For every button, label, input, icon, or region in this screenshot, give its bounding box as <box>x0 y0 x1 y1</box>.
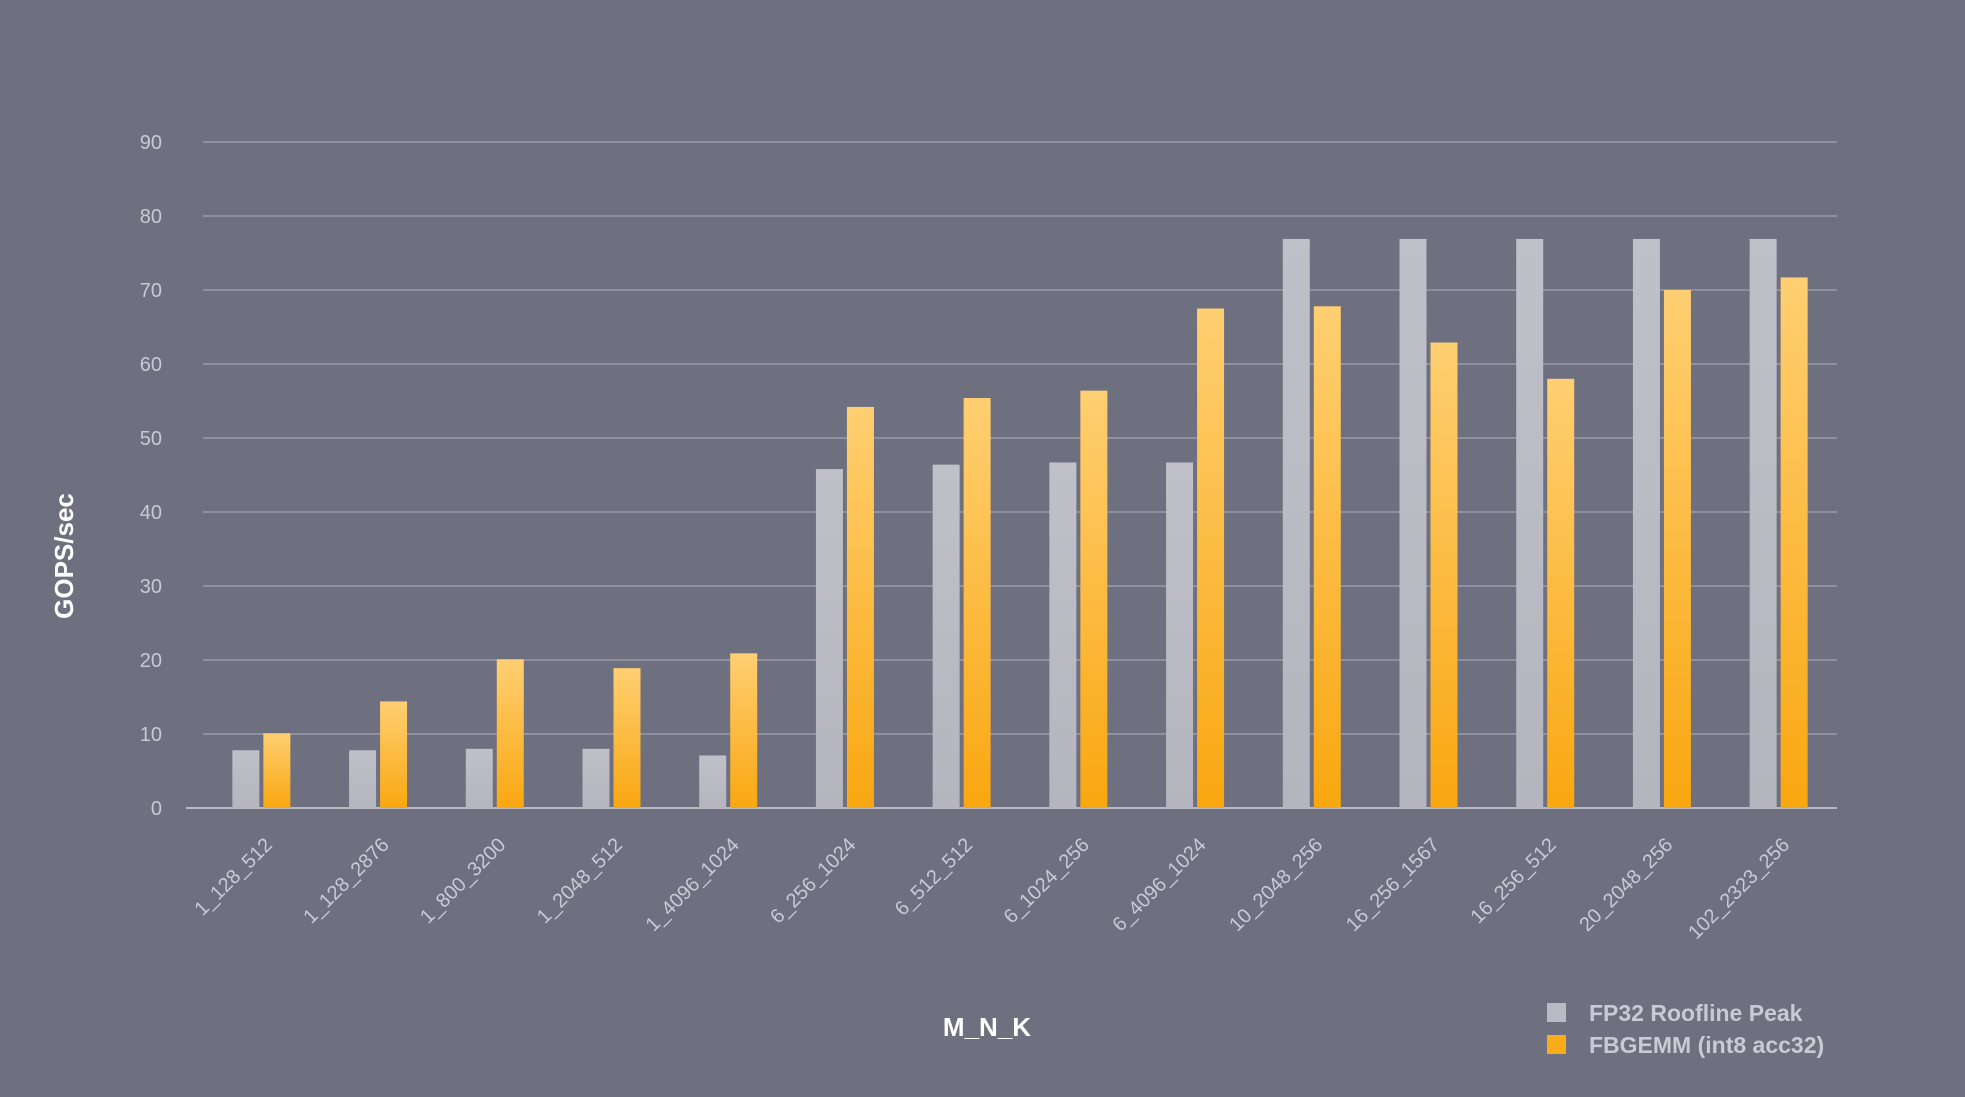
legend: FP32 Roofline Peak FBGEMM (int8 acc32) <box>1547 1000 1824 1058</box>
x-tick-label: 6_1024_256 <box>1000 834 1094 928</box>
y-tick-label: 20 <box>140 650 162 672</box>
x-tick-label: 1_2048_512 <box>533 834 627 928</box>
bar-fbgemm <box>1313 306 1341 808</box>
legend-swatch-fp32 <box>1547 1003 1566 1022</box>
bar-fbgemm <box>730 653 758 808</box>
x-tick-label: 1_128_512 <box>191 834 277 920</box>
y-tick-label: 60 <box>140 354 162 376</box>
legend-label-fp32: FP32 Roofline Peak <box>1589 1000 1803 1026</box>
y-tick-label: 80 <box>140 206 162 228</box>
x-tick-label: 6_256_1024 <box>766 834 860 928</box>
x-tick-label: 6_4096_1024 <box>1109 834 1211 936</box>
y-axis-title: GOPS/sec <box>49 493 79 619</box>
bar-fbgemm <box>1663 290 1691 808</box>
bar-fp32 <box>1282 238 1310 808</box>
x-tick-label: 16_256_1567 <box>1342 834 1444 936</box>
bar-fbgemm <box>846 406 874 808</box>
bar-fbgemm <box>613 668 641 808</box>
x-tick-label: 16_256_512 <box>1467 834 1561 928</box>
bar-fbgemm <box>496 659 524 808</box>
bar-fbgemm <box>380 701 408 808</box>
bar-fp32 <box>1399 238 1427 808</box>
y-axis-ticks: 0 10 20 30 40 50 60 70 80 90 <box>140 132 162 820</box>
bar-fp32 <box>1049 462 1077 808</box>
bar-fbgemm <box>963 398 991 808</box>
bar-fp32 <box>232 750 260 808</box>
legend-label-fbgemm: FBGEMM (int8 acc32) <box>1589 1032 1824 1058</box>
bar-fp32 <box>1749 238 1777 808</box>
x-axis-title: M_N_K <box>943 1012 1031 1042</box>
gridlines <box>186 141 1837 809</box>
bar-fp32 <box>1516 238 1544 808</box>
y-tick-label: 50 <box>140 428 162 450</box>
bar-fp32 <box>349 750 377 808</box>
bar-fp32 <box>1632 238 1660 808</box>
bar-fp32 <box>932 464 960 808</box>
x-tick-label: 10_2048_256 <box>1225 834 1327 936</box>
legend-swatch-fbgemm <box>1547 1035 1566 1054</box>
y-tick-label: 30 <box>140 576 162 598</box>
y-tick-label: 10 <box>140 724 162 746</box>
bar-fbgemm <box>1197 308 1225 808</box>
y-tick-label: 90 <box>140 132 162 154</box>
x-tick-label: 20_2048_256 <box>1575 834 1677 936</box>
x-tick-label: 1_128_2876 <box>299 834 393 928</box>
x-tick-label: 6_512_512 <box>891 834 977 920</box>
x-axis-ticks: 1_128_512 1_128_2876 1_800_3200 1_2048_512 1… <box>191 834 1795 944</box>
bar-fbgemm <box>1547 378 1575 808</box>
bar-fbgemm <box>263 733 291 808</box>
bars <box>232 238 1808 808</box>
x-tick-label: 1_800_3200 <box>416 834 510 928</box>
bar-fbgemm <box>1780 277 1808 808</box>
bar-fp32 <box>1166 462 1194 808</box>
y-tick-label: 40 <box>140 502 162 524</box>
bar-fp32 <box>582 748 610 808</box>
bar-fp32 <box>699 755 727 808</box>
bar-fp32 <box>815 469 843 808</box>
y-tick-label: 0 <box>151 798 162 820</box>
x-tick-label: 102_2323_256 <box>1684 834 1794 944</box>
bar-fp32 <box>465 748 493 808</box>
bar-fbgemm <box>1430 342 1458 808</box>
x-tick-label: 1_4096_1024 <box>642 834 744 936</box>
y-tick-label: 70 <box>140 280 162 302</box>
bar-fbgemm <box>1080 390 1108 808</box>
